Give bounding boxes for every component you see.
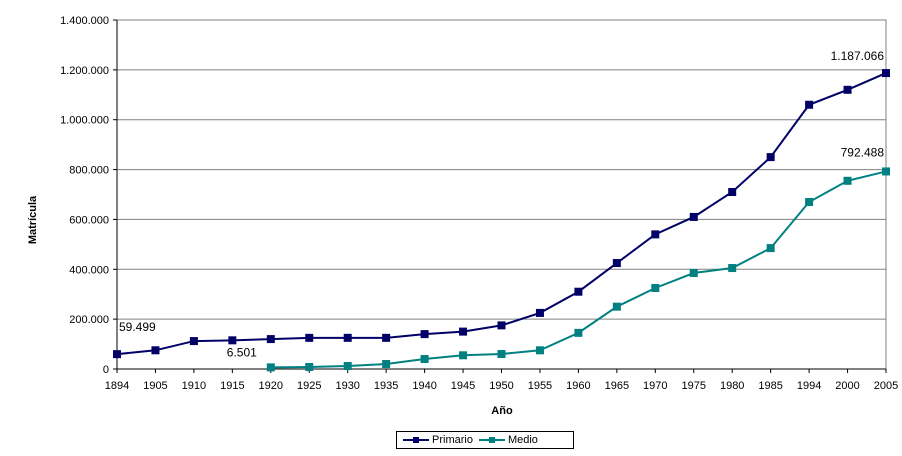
x-tick-label: 2000: [835, 380, 859, 392]
gridlines: [117, 19, 886, 320]
data-point-primario: [843, 85, 852, 94]
y-tick-label: 800.000: [69, 165, 109, 177]
data-point-medio: [651, 283, 660, 292]
data-point-medio: [843, 176, 852, 185]
data-point-medio: [420, 355, 429, 364]
x-tick-label: 1980: [720, 380, 744, 392]
y-axis-title: Matrícula: [27, 195, 39, 244]
data-point-primario: [228, 336, 237, 345]
data-point-primario: [113, 350, 121, 359]
series-layer: [113, 69, 890, 372]
x-axis-title: Año: [491, 405, 513, 417]
data-point-medio: [382, 360, 391, 369]
data-label: 59.499: [119, 320, 156, 334]
x-tick-label: 1920: [259, 380, 283, 392]
legend-marker-medio: [478, 437, 505, 443]
y-tick-label: 600.000: [69, 214, 109, 226]
data-point-medio: [343, 362, 352, 371]
x-tick-label: 2005: [874, 380, 898, 392]
data-point-primario: [305, 333, 314, 342]
y-tick-label: 0: [103, 364, 109, 376]
x-tick-label: 1970: [643, 380, 667, 392]
data-point-primario: [651, 230, 660, 239]
legend-item-medio: Medio: [478, 434, 538, 446]
axes: [113, 19, 887, 373]
y-tick-label: 400.000: [69, 264, 109, 276]
data-point-medio: [266, 363, 275, 372]
y-tick-label: 1.000.000: [60, 115, 109, 127]
data-point-primario: [497, 321, 506, 330]
plot-frame: [116, 19, 887, 370]
x-tick-label: 1940: [412, 380, 436, 392]
legend-marker-primario: [403, 437, 429, 443]
data-point-medio: [459, 351, 468, 360]
y-tick-label: 1.200.000: [60, 65, 109, 77]
x-tick-label: 1935: [374, 380, 398, 392]
legend-item-primario: Primario: [403, 434, 473, 446]
data-point-medio: [882, 167, 890, 176]
x-tick-label: 1975: [682, 380, 706, 392]
data-point-medio: [728, 264, 737, 273]
legend: Primario Medio: [396, 431, 574, 449]
data-point-primario: [535, 308, 544, 317]
x-tick-label: 1915: [220, 380, 244, 392]
data-point-primario: [805, 100, 814, 109]
data-label: 6.501: [227, 345, 257, 359]
labels: 0 200.000 400.000 600.000 800.000 1.000.000 1.…: [60, 15, 898, 392]
data-point-medio: [497, 350, 506, 359]
x-tick-label: 1955: [528, 380, 552, 392]
x-tick-label: 1965: [605, 380, 629, 392]
x-tick-label: 1894: [105, 380, 129, 392]
x-tick-label: 1945: [451, 380, 475, 392]
data-point-primario: [459, 327, 468, 336]
data-point-medio: [535, 346, 544, 355]
data-point-medio: [612, 302, 621, 311]
data-point-primario: [151, 346, 160, 355]
data-point-primario: [382, 333, 391, 342]
data-point-primario: [882, 69, 890, 78]
x-tick-label: 1910: [182, 380, 206, 392]
data-point-medio: [766, 244, 775, 253]
data-point-medio: [805, 197, 814, 206]
legend-label-medio: Medio: [507, 434, 538, 446]
data-point-primario: [612, 259, 621, 268]
data-point-primario: [189, 337, 198, 346]
data-point-medio: [574, 328, 583, 337]
series-line-primario: [116, 72, 887, 356]
data-point-primario: [689, 212, 698, 221]
legend-label-primario: Primario: [432, 434, 473, 446]
x-tick-label: 1950: [489, 380, 513, 392]
y-tick-label: 1.400.000: [60, 15, 109, 27]
data-point-primario: [343, 333, 352, 342]
data-point-primario: [766, 153, 775, 162]
data-point-medio: [305, 363, 314, 372]
data-label: 1.187.066: [831, 49, 885, 63]
data-point-primario: [266, 335, 275, 344]
x-tick-label: 1925: [297, 380, 321, 392]
data-label: 792.488: [841, 145, 885, 159]
x-tick-label: 1994: [797, 380, 821, 392]
x-tick-label: 1905: [143, 380, 167, 392]
x-tick-label: 1930: [335, 380, 359, 392]
x-tick-label: 1985: [758, 380, 782, 392]
data-point-primario: [574, 287, 583, 296]
data-point-medio: [689, 269, 698, 278]
x-tick-label: 1960: [566, 380, 590, 392]
data-point-primario: [728, 188, 737, 197]
y-tick-label: 200.000: [69, 314, 109, 326]
data-point-primario: [420, 330, 429, 339]
